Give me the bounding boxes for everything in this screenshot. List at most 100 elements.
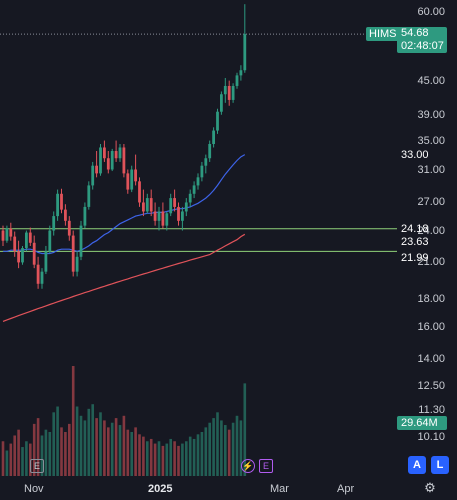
log-scale-button[interactable]: L <box>431 456 449 474</box>
candle-body <box>60 193 63 210</box>
candle-body <box>165 213 169 226</box>
ticker-badge: HIMS <box>366 27 400 41</box>
candle-body <box>220 94 223 112</box>
candle-body <box>243 34 247 71</box>
volume-bar <box>79 415 83 476</box>
earnings-badge-nov[interactable]: E <box>30 459 44 473</box>
volume-bar <box>75 406 79 476</box>
candle-body <box>25 232 28 249</box>
candle-body <box>126 173 130 190</box>
candle-body <box>227 85 231 100</box>
volume-bar <box>146 441 149 476</box>
volume-bar <box>83 420 87 476</box>
volume-bar <box>99 412 102 476</box>
candle-body <box>239 70 243 76</box>
candle-body <box>79 225 83 257</box>
volume-bar <box>71 366 75 476</box>
lightning-icon[interactable]: ⚡ <box>241 459 255 473</box>
x-label-2025: 2025 <box>148 483 173 495</box>
volume-bar <box>177 445 180 476</box>
price-axis-label: 31.00 <box>417 163 445 176</box>
candle-body <box>184 202 188 212</box>
volume-bar <box>5 450 9 476</box>
candle-body <box>28 232 32 243</box>
volume-bar <box>107 427 110 476</box>
candle-body <box>75 256 79 272</box>
candle-body <box>67 220 71 236</box>
candle-body <box>118 147 122 159</box>
candle-body <box>110 151 114 170</box>
volume-bar <box>235 415 239 476</box>
candle-body <box>200 165 204 178</box>
candle-body <box>235 75 239 86</box>
volume-bar <box>17 429 20 476</box>
price-axis-label: 10.10 <box>417 431 445 443</box>
candle-body <box>177 206 180 221</box>
volume-bar <box>169 438 172 476</box>
volume-bar <box>126 429 130 476</box>
candle-body <box>64 209 67 221</box>
volume-bar <box>110 422 114 476</box>
volume-bar <box>56 406 59 476</box>
candle-body <box>122 147 126 174</box>
volume-bar <box>9 443 13 476</box>
volume-bar <box>173 441 176 476</box>
candle-body <box>114 151 118 159</box>
volume-bar <box>157 441 161 476</box>
candle-body <box>188 193 192 203</box>
volume-bar <box>68 423 71 476</box>
candle-body <box>216 111 219 131</box>
earnings-badge-feb[interactable]: E <box>259 459 273 473</box>
price-axis-label: 24.00 <box>417 224 445 237</box>
volume-bar <box>185 441 188 476</box>
volume-bar <box>25 441 28 476</box>
volume-bar <box>114 418 118 476</box>
candle-body <box>91 165 95 186</box>
ma-short-line <box>3 154 246 255</box>
candle-body <box>142 202 145 212</box>
volume-bar <box>239 420 243 476</box>
volume-bar <box>134 427 137 476</box>
price-axis-label: 11.30 <box>418 404 445 417</box>
volume-bar <box>44 429 48 476</box>
candle-body <box>149 198 153 212</box>
volume-bar <box>165 443 169 476</box>
candle-body <box>173 198 176 207</box>
candle-body <box>13 236 17 252</box>
ma-long-level-tag: 23.63 <box>401 236 429 248</box>
price-axis-label: 18.00 <box>417 293 445 306</box>
volume-bar <box>142 436 145 476</box>
auto-scale-button[interactable]: A <box>408 456 426 474</box>
candle-body <box>138 181 141 203</box>
volume-bar <box>21 447 24 476</box>
volume-bar <box>138 434 141 476</box>
volume-bar <box>32 423 36 476</box>
price-axis-label: 14.00 <box>417 353 445 366</box>
candle-body <box>169 198 173 214</box>
volume-bar <box>87 408 91 476</box>
candle-body <box>52 216 56 231</box>
volume-bar <box>149 438 153 476</box>
candle-body <box>9 228 13 237</box>
price-axis-label: 21.00 <box>417 256 445 269</box>
volume-bar <box>91 404 94 476</box>
volume-bar <box>200 432 204 476</box>
candle-body <box>44 251 48 272</box>
candle-body <box>95 165 98 174</box>
candle-body <box>181 211 184 221</box>
candle-body <box>161 211 165 226</box>
price-axis-label: 45.00 <box>417 74 445 87</box>
volume-bar <box>227 429 231 476</box>
price-axis-label: 39.00 <box>417 108 445 121</box>
volume-bar <box>52 412 55 476</box>
volume-bar <box>122 415 126 476</box>
volume-bar <box>118 425 122 476</box>
candle-body <box>83 206 87 226</box>
price-axis-label: 35.00 <box>417 134 445 147</box>
candle-body <box>48 230 52 252</box>
price-axis-label: 60.00 <box>417 6 445 18</box>
gear-icon[interactable]: ⚙ <box>424 480 436 495</box>
ma-short-level-tag: 33.00 <box>401 149 429 161</box>
